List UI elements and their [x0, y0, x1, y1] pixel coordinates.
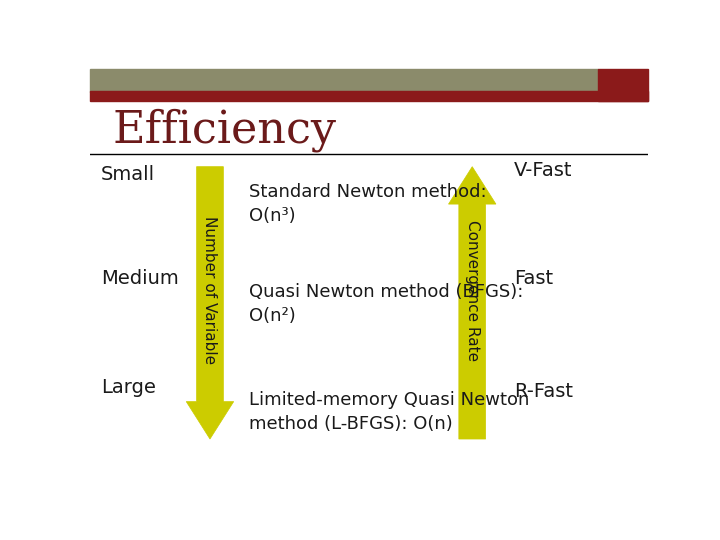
Bar [90, 91, 648, 102]
Text: Fast: Fast [514, 269, 553, 288]
Text: Efficiency: Efficiency [112, 109, 336, 152]
Text: Small: Small [101, 165, 156, 185]
Bar [90, 69, 598, 92]
Text: V-Fast: V-Fast [514, 161, 572, 180]
FancyArrow shape [186, 167, 234, 439]
Text: Number of Variable: Number of Variable [202, 217, 217, 364]
Text: Large: Large [101, 377, 156, 396]
Text: R-Fast: R-Fast [514, 382, 573, 401]
Text: Convergence Rate: Convergence Rate [464, 220, 480, 361]
Text: Limited-memory Quasi Newton
method (L-BFGS): O(n): Limited-memory Quasi Newton method (L-BF… [249, 391, 529, 433]
Text: Medium: Medium [101, 269, 179, 288]
Text: Quasi Newton method (BFGS):
O(n²): Quasi Newton method (BFGS): O(n²) [249, 283, 523, 325]
Bar [598, 69, 648, 102]
Text: Standard Newton method:
O(n³): Standard Newton method: O(n³) [249, 183, 487, 225]
FancyArrow shape [449, 167, 496, 439]
